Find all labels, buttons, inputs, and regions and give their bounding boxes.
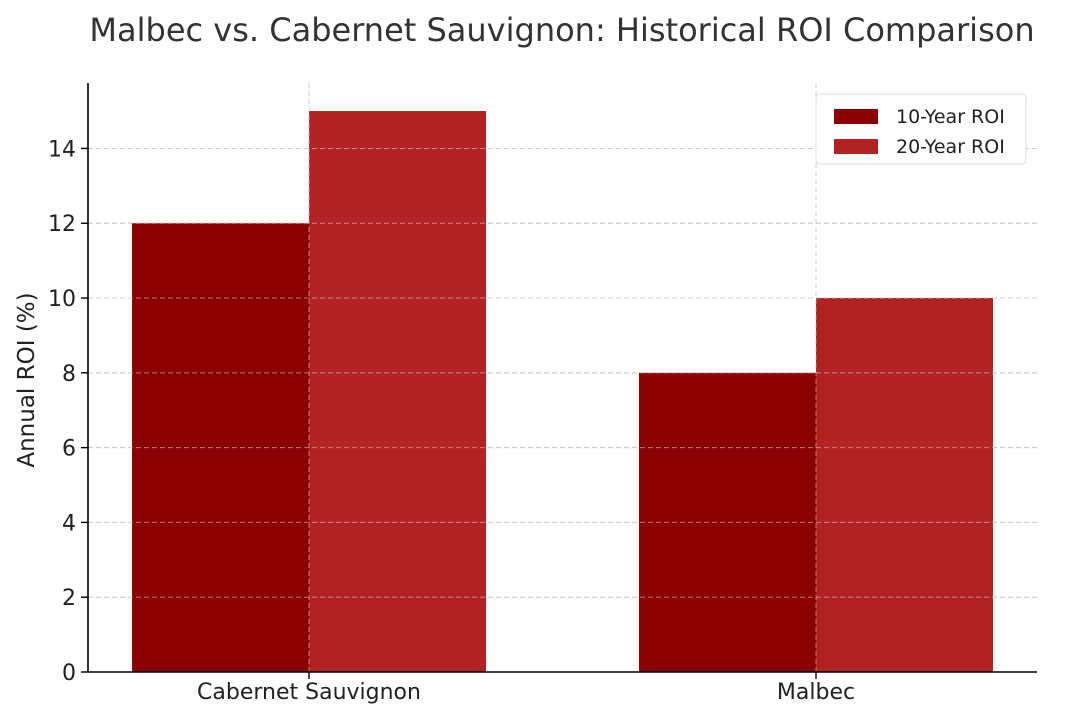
bar-20-year-cabernet-sauvignon [309, 111, 486, 673]
legend-swatch [834, 139, 878, 154]
axes-layer: 0 2 4 6 8 10 12 14 Cabernet Sauvignon Malbec [48, 83, 1037, 705]
chart-title: Malbec vs. Cabernet Sauvignon: Historica… [89, 11, 1034, 49]
legend-swatch [834, 109, 878, 124]
legend: 10-Year ROI 20-Year ROI [815, 93, 1027, 165]
y-axis-label: Annual ROI (%) [14, 292, 40, 467]
y-tick-label: 4 [62, 511, 76, 536]
y-tick-label: 14 [48, 137, 76, 162]
y-tick-label: 0 [62, 661, 76, 686]
y-tick-label: 12 [48, 212, 76, 237]
x-tick-label: Cabernet Sauvignon [197, 680, 421, 705]
y-tick-label: 6 [62, 437, 76, 462]
y-tick-label: 10 [48, 287, 76, 312]
y-tick-label: 8 [62, 362, 76, 387]
legend-label: 10-Year ROI [896, 106, 1005, 128]
bar-20-year-malbec [816, 298, 993, 672]
y-tick-label: 2 [62, 586, 76, 611]
legend-label: 20-Year ROI [896, 136, 1005, 158]
bars-layer [88, 83, 1037, 673]
x-tick-label: Malbec [777, 680, 855, 705]
